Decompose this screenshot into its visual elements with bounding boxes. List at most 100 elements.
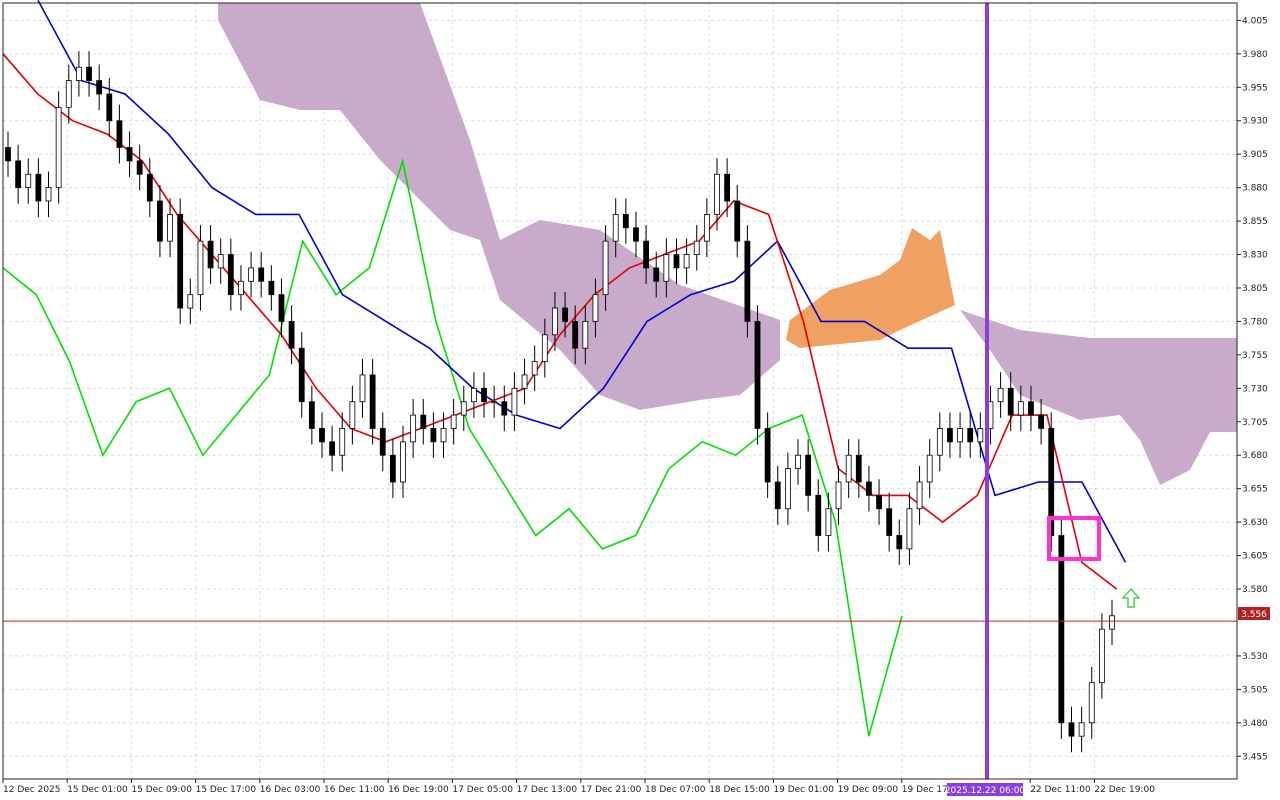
candle xyxy=(896,519,903,565)
bullish-candle-body xyxy=(75,66,82,81)
bullish-candle-body xyxy=(450,414,457,429)
bearish-candle-body xyxy=(389,454,396,483)
annotations xyxy=(3,3,1237,779)
bearish-candle-body xyxy=(319,428,325,443)
candle xyxy=(400,425,406,499)
candle xyxy=(379,412,386,472)
bullish-candle-body xyxy=(592,294,599,322)
candle xyxy=(673,238,680,284)
candle xyxy=(15,144,22,204)
bullish-candle-body xyxy=(531,361,538,376)
bullish-candle-body xyxy=(217,254,224,269)
bullish-candle-body xyxy=(359,374,366,403)
candle xyxy=(308,385,315,445)
candle xyxy=(562,291,568,338)
candle xyxy=(511,372,518,432)
indicator-lines xyxy=(2,0,1127,737)
candle xyxy=(238,265,244,311)
bearish-candle-body xyxy=(1068,722,1075,737)
bullish-candle-body xyxy=(683,254,690,269)
bullish-candle-body xyxy=(238,280,244,296)
bearish-candle-body xyxy=(673,254,680,269)
bearish-candle-body xyxy=(268,280,275,296)
y-tick-label: 3.630 xyxy=(1242,518,1268,528)
candle xyxy=(521,358,528,405)
bullish-candle-body xyxy=(926,454,933,483)
candle xyxy=(886,492,893,552)
bearish-candle-body xyxy=(633,227,639,242)
bearish-cloud xyxy=(218,3,780,410)
bearish-candle-body xyxy=(876,494,882,510)
x-tick-label: 15 Dec 09:00 xyxy=(131,785,192,795)
candle xyxy=(197,225,204,311)
bullish-candle-body xyxy=(936,428,943,456)
y-axis: 4.005 3.980 3.955 3.930 3.905 3.880 3.855 3.830… xyxy=(1237,16,1268,762)
candle xyxy=(663,238,670,298)
candle xyxy=(845,439,852,499)
bearish-candle-body xyxy=(967,428,974,443)
candle xyxy=(916,465,923,525)
candle xyxy=(582,305,589,365)
candle xyxy=(369,358,376,445)
ichimoku-cloud xyxy=(218,3,1237,485)
y-tick-label: 3.730 xyxy=(1242,384,1268,394)
y-tick-label: 3.530 xyxy=(1242,652,1268,662)
bearish-candle-body xyxy=(1048,428,1055,536)
candlesticks xyxy=(5,51,1115,753)
x-tick-label: 18 Dec 07:00 xyxy=(645,785,706,795)
bullish-candle-body xyxy=(349,401,356,429)
bullish-candle-body xyxy=(521,374,528,389)
candle xyxy=(805,439,812,512)
candle xyxy=(1038,399,1045,445)
y-tick-label: 3.930 xyxy=(1242,117,1268,127)
bearish-candle-body xyxy=(227,254,234,296)
candle xyxy=(288,305,295,365)
candle xyxy=(693,225,700,271)
candle xyxy=(866,465,872,512)
candle xyxy=(440,412,447,458)
bullish-candle-body xyxy=(471,387,477,403)
candle xyxy=(481,372,487,418)
x-tick-label: 16 Dec 19:00 xyxy=(388,785,449,795)
candle xyxy=(825,492,832,552)
bullish-candle-body xyxy=(552,307,558,336)
x-tick-label: 19 Dec 09:00 xyxy=(838,785,899,795)
tenkan-sen-line xyxy=(2,53,1118,590)
x-tick-label: 17 Dec 13:00 xyxy=(517,785,578,795)
candle xyxy=(592,278,599,338)
bullish-candle-body xyxy=(400,441,406,483)
y-tick-label: 3.505 xyxy=(1242,685,1268,695)
candle xyxy=(349,385,356,445)
bearish-candle-body xyxy=(1028,401,1034,416)
y-tick-label: 4.005 xyxy=(1242,16,1268,26)
candle xyxy=(278,278,285,338)
bullish-candle-body xyxy=(1078,722,1085,737)
candle xyxy=(977,412,984,458)
x-tick-label: 16 Dec 11:00 xyxy=(324,785,385,795)
y-tick-label: 3.955 xyxy=(1242,83,1268,93)
bearish-candle-body xyxy=(1007,387,1014,416)
x-tick-label: 18 Dec 15:00 xyxy=(709,785,770,795)
candle xyxy=(187,278,194,325)
bearish-candle-body xyxy=(855,454,862,483)
candle xyxy=(410,399,417,458)
candle xyxy=(744,225,751,338)
y-tick-label: 3.980 xyxy=(1242,50,1268,60)
bullish-candle-body xyxy=(248,267,254,282)
x-tick-label: 12 Dec 2025 xyxy=(3,785,61,795)
candle xyxy=(1109,599,1115,646)
bullish-candle-body xyxy=(65,80,72,108)
candle xyxy=(1078,706,1085,753)
candle xyxy=(1007,372,1014,432)
bearish-candle-body xyxy=(643,240,649,269)
candle xyxy=(136,144,143,191)
candle xyxy=(957,412,963,458)
candle xyxy=(359,358,366,418)
bullish-candle-body xyxy=(997,387,1004,403)
x-axis: 12 Dec 2025 15 Dec 01:00 15 Dec 09:00 15 De… xyxy=(2,779,1155,795)
bearish-candle-body xyxy=(420,414,427,429)
candle xyxy=(1017,385,1024,432)
candle xyxy=(116,104,123,164)
bearish-candle-body xyxy=(653,267,660,282)
candle xyxy=(906,492,913,565)
